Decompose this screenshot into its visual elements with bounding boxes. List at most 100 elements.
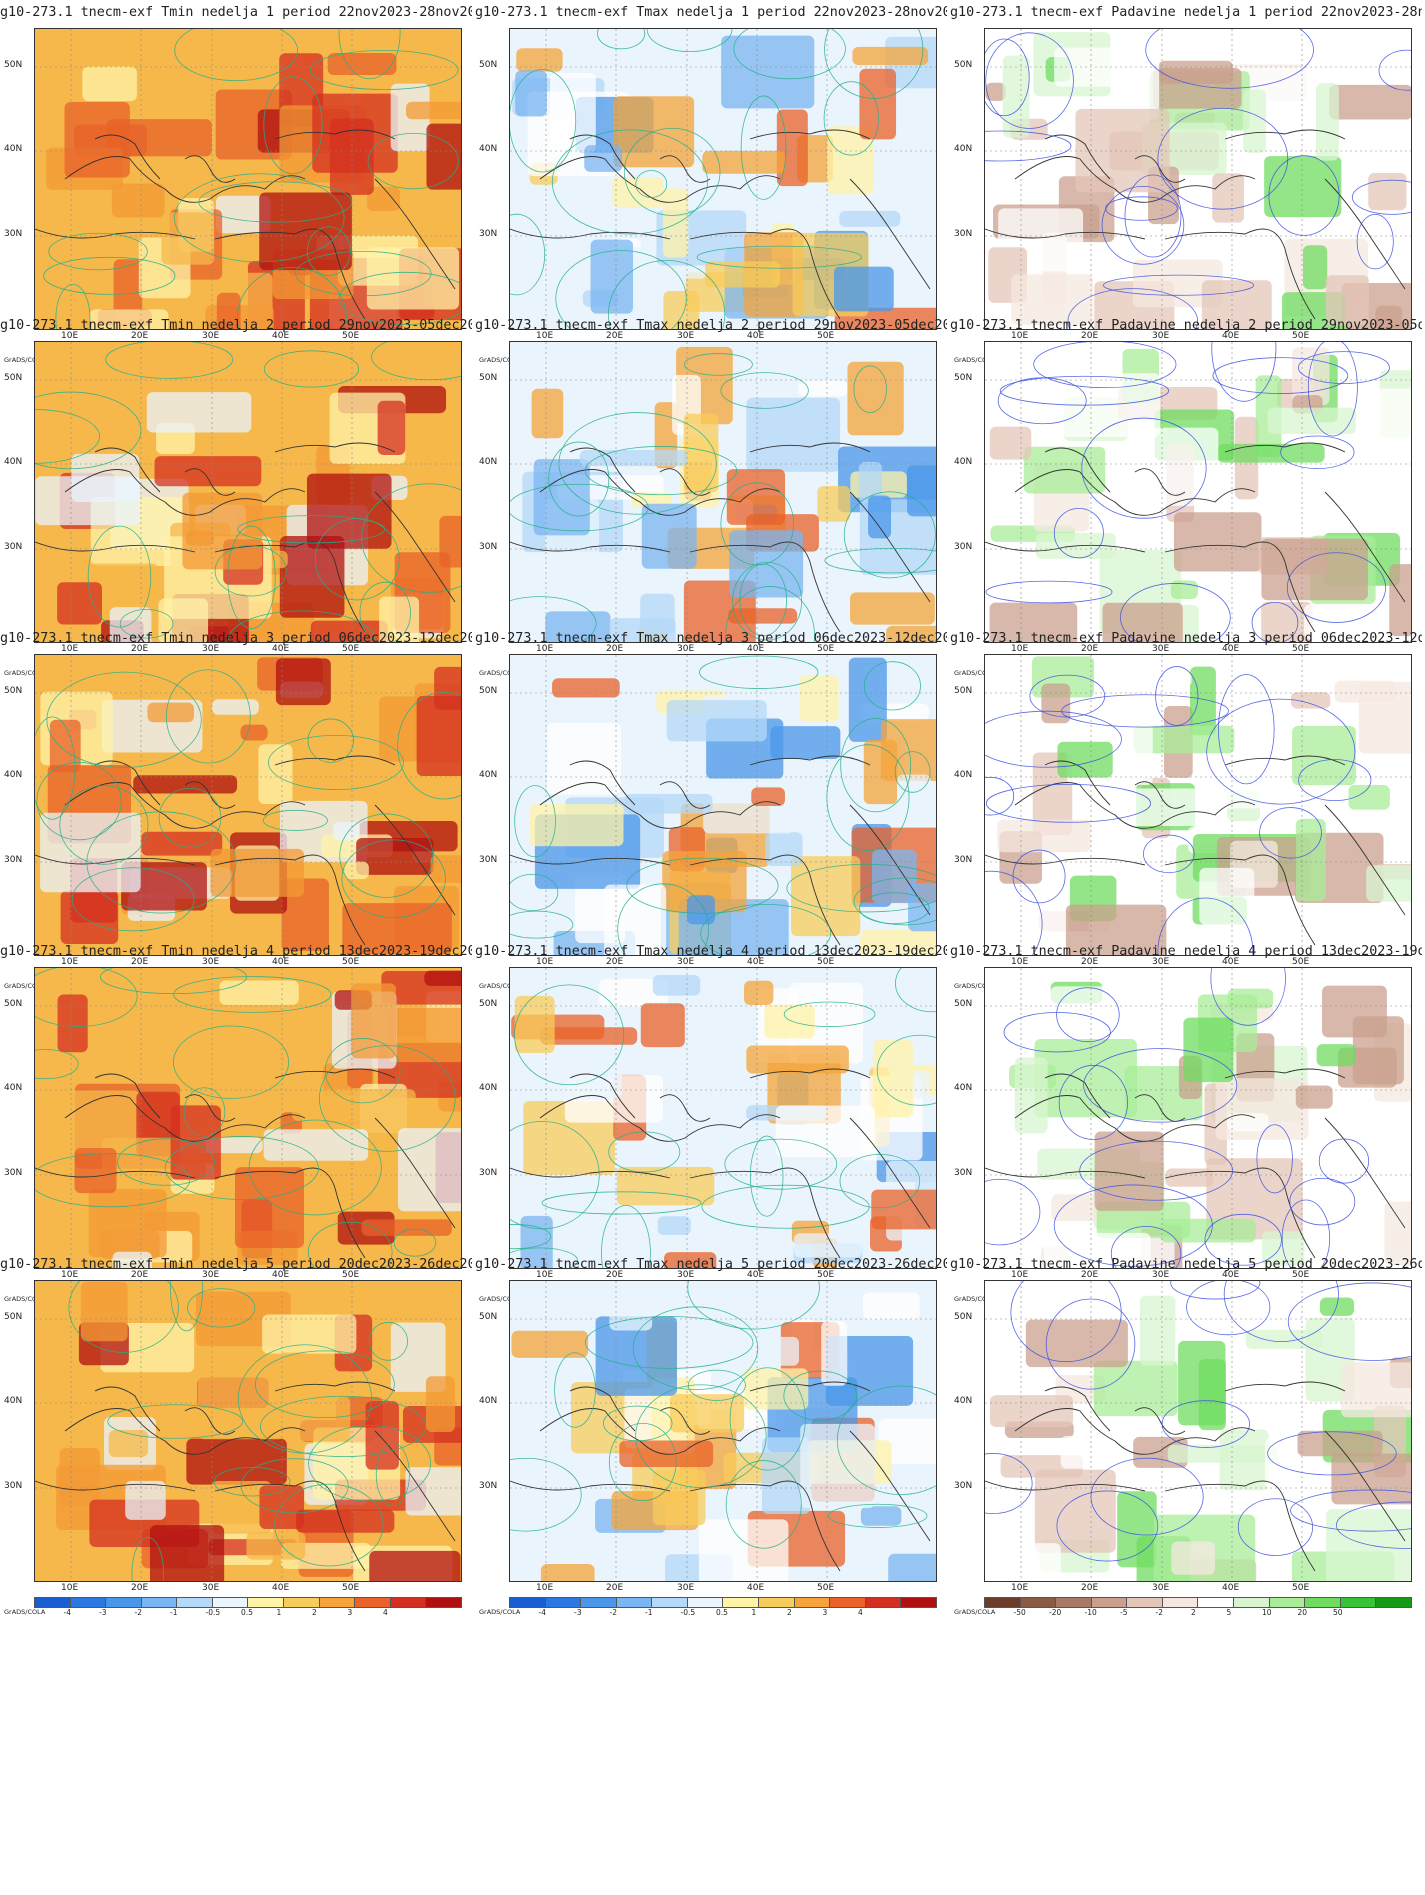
anomaly-patch [234, 1167, 305, 1248]
contour-line [1033, 342, 1177, 389]
coastline [985, 1480, 1146, 1492]
colorbar-tick-label: -3 [99, 1608, 107, 1617]
colorbar-swatch [141, 1598, 178, 1607]
longitude-label: 40E [1222, 957, 1240, 967]
coastline [35, 1167, 196, 1179]
contour-line [608, 1422, 677, 1502]
contour-line [338, 271, 461, 325]
anomaly-patch [989, 426, 1032, 460]
coastline [539, 156, 781, 203]
anomaly-patch [1341, 1362, 1411, 1418]
anomaly-patch [791, 856, 861, 937]
anomaly-patch [263, 1129, 369, 1161]
contour-line [548, 441, 610, 517]
longitude-label: 20E [131, 1270, 149, 1280]
longitude-label: 20E [1081, 331, 1099, 341]
colorbar-swatch [390, 1598, 427, 1607]
colorbar-tick-label: 3 [822, 1608, 828, 1617]
map-canvas [985, 968, 1411, 1268]
anomaly-patch [154, 456, 262, 487]
contour-line [170, 1281, 203, 1332]
latitude-label: 30N [4, 229, 23, 239]
anomaly-patch [49, 719, 81, 773]
longitude-label: 50E [1292, 957, 1310, 967]
anomaly-patch [379, 596, 420, 642]
anomaly-patch [1023, 446, 1106, 494]
latitude-label: 30N [954, 855, 973, 865]
contour-line [119, 609, 174, 639]
longitude-label: 10E [1011, 957, 1029, 967]
grads-credit: GrADS/COLA [4, 1295, 46, 1303]
anomaly-patch [908, 883, 936, 932]
contour-line [1081, 417, 1207, 519]
latitude-label: 50N [4, 1312, 23, 1322]
colorbar-swatch [426, 1598, 461, 1607]
contour-line [164, 1136, 319, 1200]
coastline [985, 228, 1146, 240]
colorbar-tick-label: -1 [170, 1608, 178, 1617]
anomaly-patch [1334, 680, 1396, 703]
anomaly-patch [886, 625, 936, 642]
anomaly-patch [705, 261, 781, 288]
anomaly-patch [366, 247, 460, 310]
longitude-label: 40E [1222, 331, 1240, 341]
map-panel-tmin-week-5: g10-273.1 tnecm-exf Tmin nedelja 5 perio… [0, 1252, 475, 1631]
map-frame [984, 28, 1412, 330]
latitude-label: 40N [954, 1083, 973, 1093]
anomaly-patch [1261, 538, 1368, 601]
contour-line [1045, 1298, 1136, 1390]
anomaly-patch [702, 150, 786, 174]
anomaly-patch [377, 400, 406, 456]
coastline [214, 228, 366, 320]
contour-line [228, 610, 376, 642]
colorbar-tick-label: 2 [1191, 1608, 1196, 1617]
anomaly-patch [361, 1219, 452, 1236]
anomaly-patch [60, 890, 119, 945]
anomaly-patch [1382, 479, 1411, 501]
contour-line [749, 1135, 784, 1217]
longitude-label: 40E [272, 1583, 290, 1593]
grads-credit: GrADS/COLA [4, 982, 46, 990]
anomaly-patch [112, 1251, 152, 1268]
coastline [374, 178, 456, 290]
anomaly-patch [612, 177, 664, 208]
coastline [659, 1407, 711, 1435]
contour-line [597, 29, 646, 50]
anomaly-patch [872, 1040, 914, 1118]
contour-line [1378, 49, 1411, 91]
longitude-label: 10E [61, 644, 79, 654]
latitude-label: 30N [4, 1168, 23, 1178]
contour-line [1090, 1457, 1204, 1536]
colorbar-tick-label: 20 [1297, 1608, 1308, 1617]
coastline [64, 782, 306, 829]
contour-line [314, 518, 400, 601]
contour-line [227, 525, 276, 629]
latitude-label: 50N [479, 999, 498, 1009]
anomaly-patch [1168, 671, 1192, 687]
contour-line [783, 1370, 857, 1421]
latitude-label: 30N [954, 1168, 973, 1178]
contour-line [1143, 834, 1195, 874]
colorbar-swatch [1162, 1598, 1199, 1607]
latitude-label: 30N [4, 542, 23, 552]
anomaly-patch [827, 126, 874, 195]
anomaly-patch [897, 774, 931, 822]
coastline [64, 469, 306, 516]
panel-title: g10-273.1 tnecm-exf Tmin nedelja 4 perio… [0, 944, 472, 959]
latitude-label: 30N [954, 542, 973, 552]
colorbar-swatch [1269, 1598, 1306, 1607]
colorbar-swatch [355, 1598, 391, 1607]
contour-line [240, 1458, 349, 1514]
grads-credit: GrADS/COLA [479, 356, 521, 364]
latitude-label: 40N [479, 1083, 498, 1093]
anomaly-patch [197, 1365, 285, 1440]
coastline [184, 1094, 236, 1122]
anomaly-patch [1139, 1295, 1176, 1366]
longitude-label: 30E [1152, 1583, 1170, 1593]
colorbar-swatch [1020, 1598, 1057, 1607]
anomaly-patch [146, 392, 252, 433]
longitude-label: 30E [677, 644, 695, 654]
contour-line [783, 1001, 876, 1027]
coastline [510, 854, 671, 866]
anomaly-patch [57, 994, 88, 1053]
